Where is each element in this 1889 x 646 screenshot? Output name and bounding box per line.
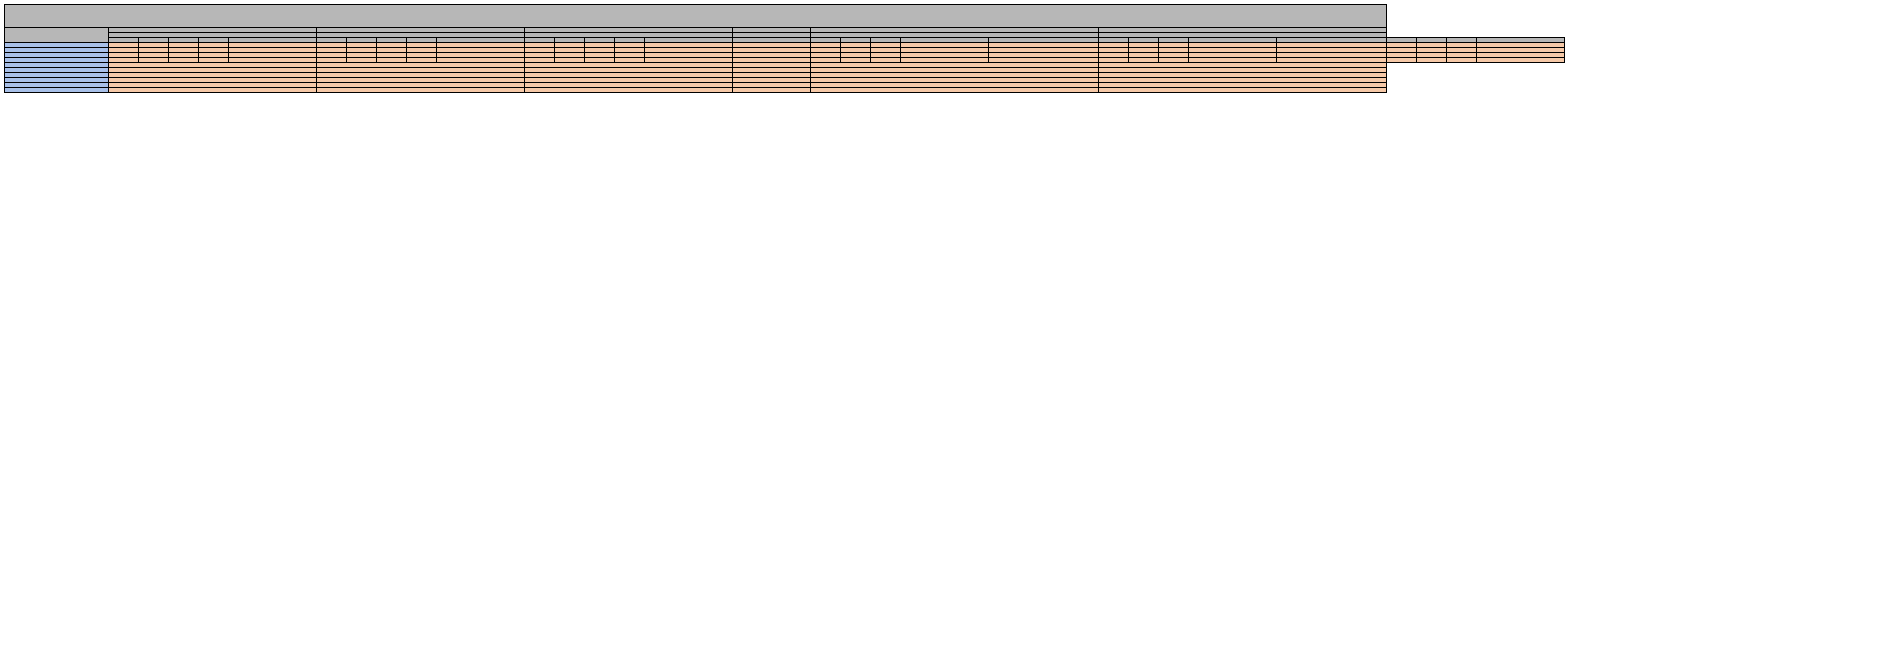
cell <box>317 88 525 93</box>
cell <box>811 88 1099 93</box>
benefits-header <box>5 28 109 43</box>
cell <box>109 88 317 93</box>
cell <box>1099 88 1387 93</box>
cell <box>1447 58 1477 63</box>
sponsorship-table <box>4 4 1565 93</box>
table-title <box>5 5 1387 28</box>
row-sponsor-logo-main <box>5 88 1565 93</box>
cell <box>525 88 733 93</box>
cell <box>1387 58 1417 63</box>
benefit-label <box>5 88 109 93</box>
cell <box>733 88 811 93</box>
cell <box>1477 58 1565 63</box>
cell <box>1417 58 1447 63</box>
